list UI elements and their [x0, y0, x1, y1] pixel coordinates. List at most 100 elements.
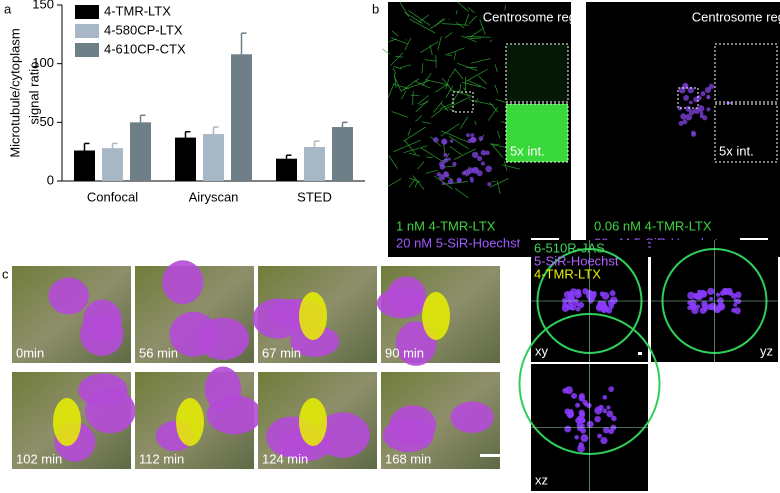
chromatin	[578, 394, 586, 402]
nucleus-dot	[433, 137, 439, 143]
filament	[467, 7, 475, 13]
legend-swatch	[75, 43, 99, 57]
chromatin	[687, 300, 692, 305]
filament	[429, 45, 433, 56]
chromatin	[609, 296, 618, 305]
nucleus-dot	[704, 86, 712, 94]
nucleus-dot	[470, 133, 475, 138]
filament	[412, 90, 414, 106]
chromatin	[691, 306, 699, 315]
nucleus-dot	[441, 139, 447, 145]
filament	[496, 180, 501, 195]
nucleus-dot	[706, 95, 711, 100]
filament	[412, 175, 425, 190]
filament	[489, 178, 509, 188]
bar	[175, 137, 196, 181]
chromatin	[723, 290, 728, 295]
filament	[399, 64, 412, 69]
chromatin	[576, 421, 583, 428]
filament	[388, 178, 402, 187]
legend-label: 4-TMR-LTX	[104, 3, 171, 18]
nucleus-dot	[683, 95, 689, 101]
filament	[393, 73, 397, 88]
filament	[470, 58, 491, 64]
filament	[455, 9, 458, 15]
nucleus-dot	[706, 107, 711, 112]
bar	[102, 148, 123, 181]
nucleus-dot	[470, 136, 477, 143]
filament	[408, 152, 420, 157]
filament	[442, 23, 470, 26]
filament	[459, 83, 461, 93]
panel-label: b	[372, 1, 379, 16]
inset	[505, 103, 569, 163]
chromatin	[599, 291, 605, 297]
stain-label: 4-TMR-LTX	[534, 266, 601, 281]
filament	[430, 108, 443, 118]
nucleus	[83, 299, 122, 342]
chromatin	[600, 436, 608, 445]
chromatin	[599, 301, 606, 308]
chromatin	[582, 399, 588, 406]
filament	[404, 140, 417, 155]
nucleus-dot	[691, 131, 697, 137]
filament	[443, 97, 469, 110]
nucleus-dot	[447, 157, 451, 161]
nucleus-dot	[474, 167, 478, 172]
filament	[388, 155, 398, 169]
filament	[444, 165, 456, 168]
filament	[444, 181, 468, 185]
nucleus	[48, 277, 89, 315]
spindle	[299, 292, 327, 340]
filament	[494, 84, 499, 94]
view-label: xy	[535, 343, 549, 358]
view-label: yz	[760, 343, 773, 358]
stain-label: 0.06 nM 4-TMR-LTX	[594, 218, 712, 233]
chromatin	[733, 302, 738, 307]
bar	[74, 150, 95, 181]
filament	[479, 19, 486, 35]
chromatin	[715, 292, 721, 297]
nucleus	[376, 287, 427, 319]
inset	[505, 43, 569, 103]
filament	[393, 76, 402, 92]
nucleus	[85, 388, 136, 434]
filament	[391, 30, 399, 37]
y-tick-label: 0	[47, 172, 54, 187]
filament	[490, 144, 507, 148]
nucleus-dot	[677, 106, 682, 111]
time-label: 102 min	[16, 451, 62, 466]
filament	[503, 160, 508, 171]
bar	[231, 54, 252, 181]
scale-bar	[638, 352, 642, 355]
time-label: 168 min	[385, 451, 431, 466]
filament	[424, 59, 437, 62]
nucleus	[450, 401, 494, 433]
inset-note: 5x int.	[719, 143, 754, 158]
chromatin	[569, 304, 577, 311]
chromatin	[735, 298, 742, 305]
filament	[445, 47, 465, 56]
filament	[453, 148, 476, 160]
filament	[453, 52, 457, 61]
nucleus-dot	[443, 158, 449, 163]
panel-label: d	[518, 239, 525, 254]
nucleus-dot	[685, 113, 693, 121]
filament	[392, 67, 397, 75]
chromatin	[707, 287, 715, 296]
legend-label: 4-580CP-LTX	[104, 22, 183, 37]
filament	[487, 106, 499, 121]
chromatin	[564, 425, 572, 433]
chromatin	[574, 435, 579, 440]
filament	[465, 35, 491, 38]
filament	[492, 144, 504, 158]
chromatin	[600, 306, 608, 313]
filament	[407, 128, 411, 136]
filament	[474, 120, 477, 126]
spindle	[299, 398, 327, 446]
chromatin	[568, 290, 574, 296]
y-tick-label: 150	[32, 0, 54, 11]
chromatin	[586, 420, 594, 428]
time-label: 112 min	[139, 451, 184, 466]
